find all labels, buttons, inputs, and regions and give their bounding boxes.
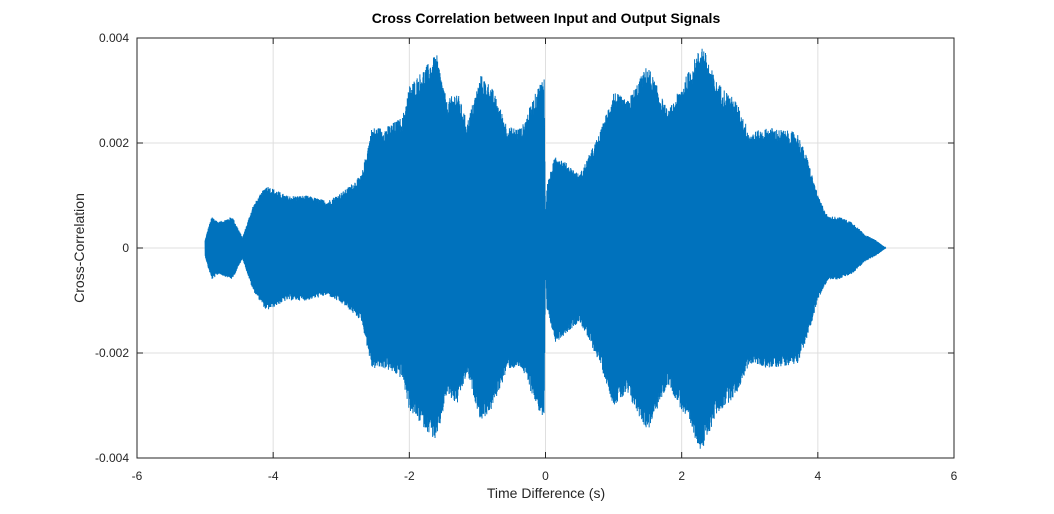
y-tick-label: 0.004 xyxy=(99,31,129,45)
x-tick-label: 4 xyxy=(814,469,821,483)
y-axis-label: Cross-Correlation xyxy=(71,193,87,303)
x-tick-label: 2 xyxy=(678,469,685,483)
y-tick-label: -0.004 xyxy=(95,451,129,465)
signal-line xyxy=(204,48,887,449)
y-tick-label: 0.002 xyxy=(99,136,129,150)
x-tick-label: -6 xyxy=(132,469,143,483)
y-tick-label: 0 xyxy=(122,241,129,255)
x-tick-label: -4 xyxy=(268,469,279,483)
x-axis-label: Time Difference (s) xyxy=(487,485,605,501)
x-tick-label: 0 xyxy=(542,469,549,483)
x-tick-label: -2 xyxy=(404,469,415,483)
chart-title: Cross Correlation between Input and Outp… xyxy=(372,10,721,26)
x-tick-label: 6 xyxy=(951,469,958,483)
axis-ticks: -6 -4 -2 0 2 4 6 0.004 0.002 0 -0.002 -0.004 xyxy=(95,31,958,483)
signal-series xyxy=(204,48,887,449)
y-tick-label: -0.002 xyxy=(95,346,129,360)
